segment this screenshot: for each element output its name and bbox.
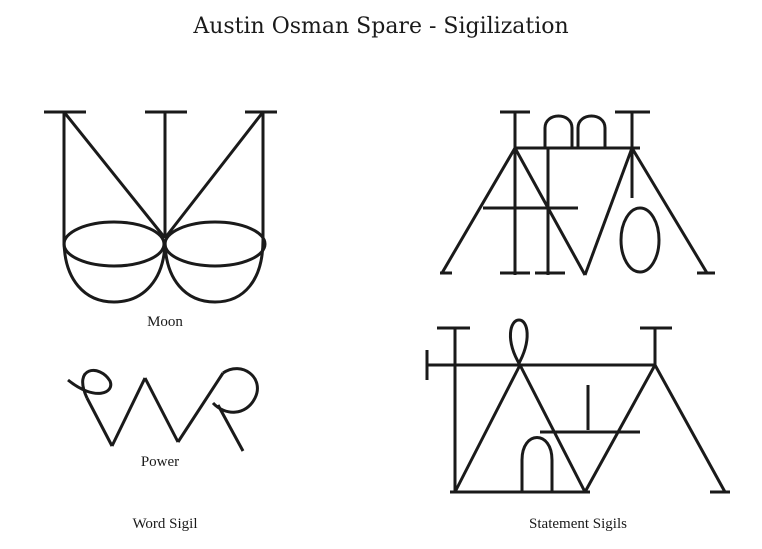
statement-sigils-label: Statement Sigils (529, 516, 627, 532)
moon-label: Moon (147, 314, 183, 330)
power-label: Power (140, 454, 180, 470)
page-title: Austin Osman Spare - Sigilization (193, 14, 569, 39)
word-sigil-label: Word Sigil (132, 516, 198, 532)
